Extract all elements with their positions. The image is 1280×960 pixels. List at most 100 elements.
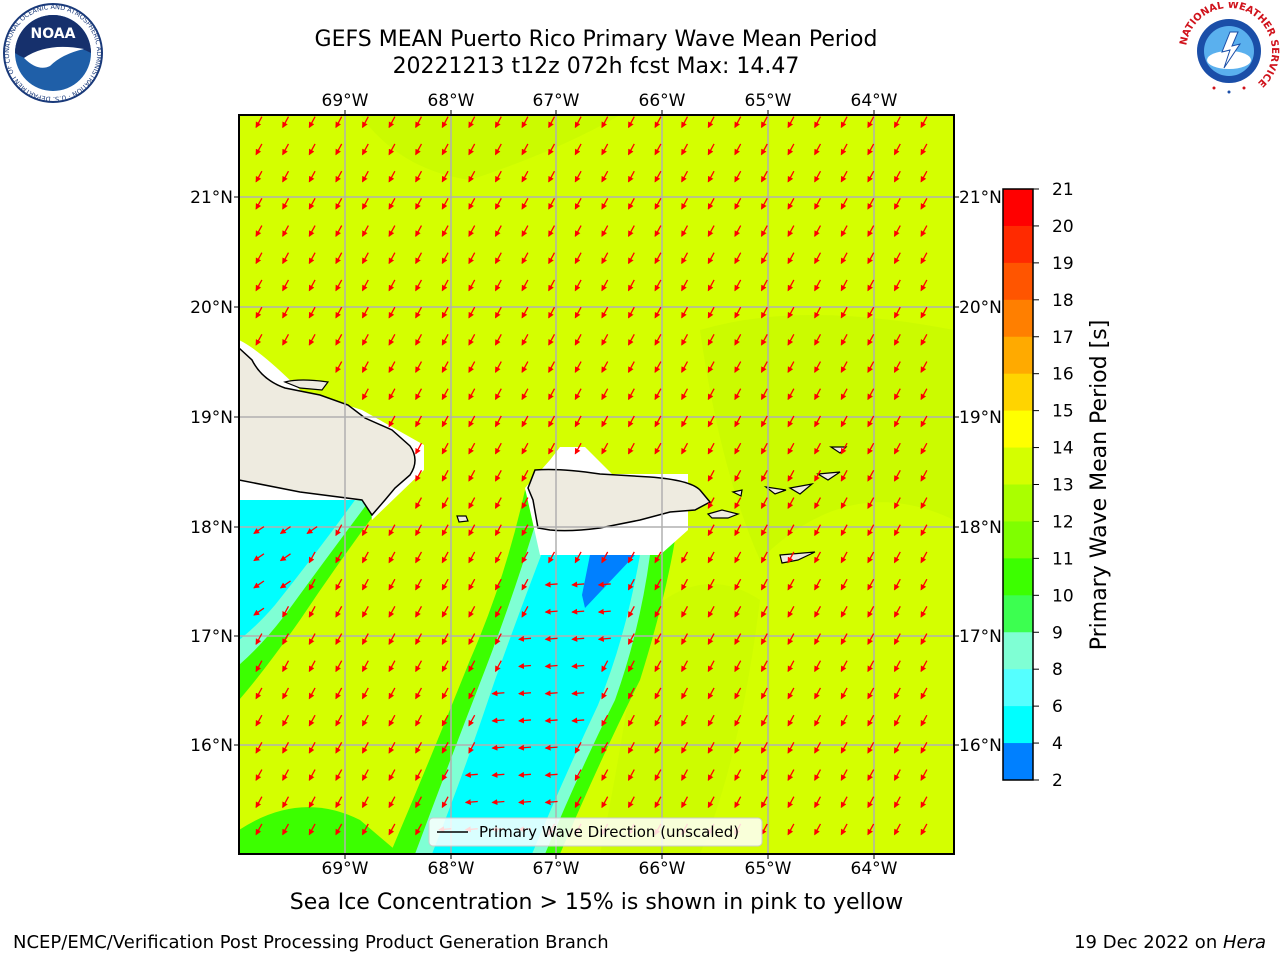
wave-arrow <box>814 306 822 319</box>
wave-arrow <box>282 306 290 319</box>
wave-arrow <box>308 252 316 265</box>
wave-arrow <box>388 143 396 156</box>
puerto-rico-land <box>527 468 712 532</box>
lat-tick-right: 19°N <box>959 408 1002 428</box>
wave-arrow <box>601 225 609 237</box>
wave-arrow <box>893 742 901 754</box>
lon-tick-bottom: 64°W <box>851 859 898 879</box>
wave-arrow <box>707 687 715 700</box>
wave-arrow <box>654 742 662 754</box>
wave-arrow <box>627 143 635 156</box>
wave-arrow <box>468 660 476 673</box>
wave-arrow <box>601 334 609 346</box>
wave-arrow <box>814 633 822 645</box>
lat-tick-right: 18°N <box>959 518 1002 538</box>
lat-tick-right: 20°N <box>959 298 1002 318</box>
wave-arrow <box>920 687 928 700</box>
wave-arrow <box>415 116 423 129</box>
wave-arrow <box>920 388 928 401</box>
wave-arrow <box>335 606 343 618</box>
wave-arrow <box>544 771 558 778</box>
wave-arrow <box>361 742 369 754</box>
wave-arrow <box>787 334 795 346</box>
wave-arrow <box>308 660 316 673</box>
wave-arrow <box>840 578 848 591</box>
wave-arrow <box>494 633 502 645</box>
wave-arrow <box>760 524 768 537</box>
wave-arrow <box>415 334 423 346</box>
wave-arrow <box>867 606 875 618</box>
wave-arrow <box>255 170 263 183</box>
wave-arrow <box>627 714 635 727</box>
wave-arrow <box>255 116 263 129</box>
colorbar-segment <box>1003 189 1033 227</box>
wave-arrow <box>760 551 768 564</box>
wave-arrow <box>335 306 343 319</box>
wave-arrow <box>707 742 715 754</box>
wave-arrow <box>707 769 715 781</box>
wave-arrow <box>308 633 316 645</box>
wave-arrow <box>787 633 795 645</box>
wave-arrow <box>840 796 848 809</box>
wave-arrow <box>707 116 715 129</box>
wave-arrow <box>867 660 875 673</box>
wave-arrow <box>308 279 316 292</box>
wave-arrow <box>282 606 290 618</box>
wave-arrow <box>361 116 369 129</box>
wave-arrow <box>920 633 928 645</box>
wave-arrow <box>491 799 505 806</box>
wave-arrow <box>335 687 343 700</box>
wave-arrow <box>441 388 449 401</box>
wave-arrow <box>814 170 822 183</box>
wave-arrow <box>760 116 768 129</box>
lon-tick-top: 68°W <box>428 91 475 111</box>
wave-arrow <box>920 442 928 455</box>
wave-arrow <box>734 252 742 265</box>
wave-arrow <box>867 334 875 346</box>
wave-arrow <box>681 660 689 673</box>
wave-arrow <box>654 388 662 401</box>
wave-arrow <box>468 252 476 265</box>
colorbar-tick: 13 <box>1052 476 1074 496</box>
wave-arrow <box>787 524 795 537</box>
wave-arrow <box>415 714 423 727</box>
wave-arrow <box>521 442 529 455</box>
wave-arrow <box>441 252 449 265</box>
wave-arrow <box>760 606 768 618</box>
wave-arrow <box>521 497 529 509</box>
wave-arrow <box>814 225 822 237</box>
wave-arrow <box>814 334 822 346</box>
wave-arrow <box>361 687 369 700</box>
wave-arrow <box>415 388 423 401</box>
wave-arrow <box>627 388 635 401</box>
wave-arrow <box>574 279 582 292</box>
wave-arrow <box>787 823 795 836</box>
wave-arrow <box>734 524 742 537</box>
wave-arrow <box>279 526 291 534</box>
wave-arrow <box>760 361 768 373</box>
wave-arrow <box>840 252 848 265</box>
wave-arrow <box>388 415 396 428</box>
wave-arrow <box>920 742 928 754</box>
wave-arrow <box>548 198 556 210</box>
wave-arrow <box>544 608 558 615</box>
wave-arrow <box>468 306 476 319</box>
lat-tick-left: 16°N <box>190 736 233 756</box>
wave-arrow <box>255 687 263 700</box>
wave-arrow <box>441 578 449 591</box>
wave-arrow <box>308 687 316 700</box>
wave-arrow <box>308 714 316 727</box>
wave-arrow <box>548 225 556 237</box>
colorbar-segment <box>1003 558 1033 596</box>
wave-arrow <box>361 388 369 401</box>
wave-arrow <box>441 361 449 373</box>
wave-arrow <box>681 742 689 754</box>
lon-tick-top: 66°W <box>639 91 686 111</box>
footer-credit: NCEP/EMC/Verification Post Processing Pr… <box>13 932 609 953</box>
wave-arrow <box>388 388 396 401</box>
colorbar-tick: 21 <box>1052 180 1074 200</box>
wave-arrow <box>814 116 822 129</box>
wave-arrow <box>335 823 343 836</box>
wave-arrow <box>491 717 505 724</box>
